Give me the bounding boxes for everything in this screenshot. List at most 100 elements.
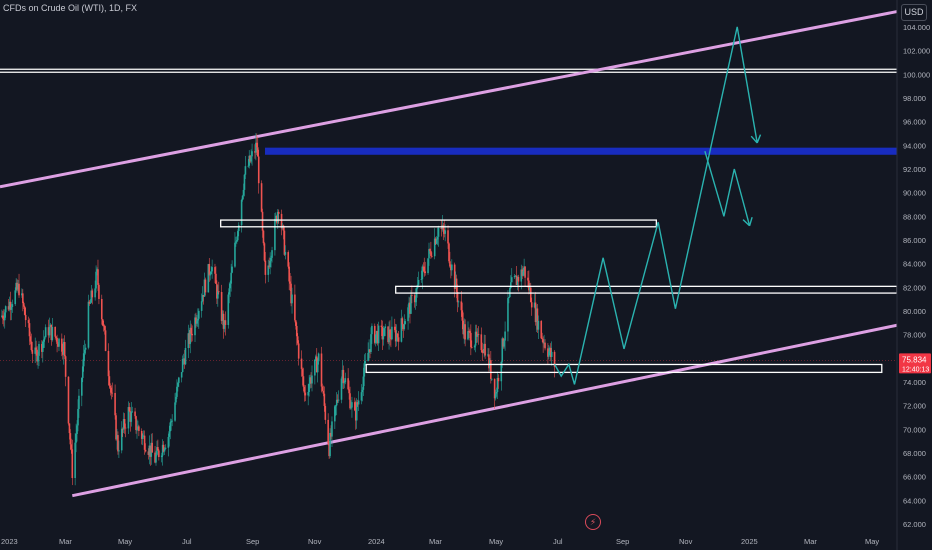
candle-body — [200, 301, 203, 311]
candle-body — [57, 343, 59, 347]
candle-body — [550, 351, 553, 357]
candle-body — [369, 349, 371, 352]
candle-body — [90, 290, 93, 303]
y-tick-label: 62.000 — [903, 520, 926, 529]
candle-body — [451, 264, 453, 271]
candle-body — [481, 350, 484, 353]
candle-body — [236, 240, 238, 242]
candle-body — [31, 350, 34, 354]
candle-body — [103, 325, 106, 331]
candle-body — [43, 337, 46, 340]
candle-body — [234, 242, 236, 267]
candle-body — [484, 343, 486, 356]
candle-body — [276, 211, 279, 223]
y-tick-label: 78.000 — [903, 331, 926, 340]
candle-body — [495, 392, 498, 394]
candle-body — [255, 142, 257, 153]
candle-body — [170, 421, 173, 423]
candle-body — [94, 288, 96, 298]
candle-body — [321, 386, 324, 391]
candle-body — [114, 393, 116, 416]
candle-body — [411, 295, 413, 296]
candle-body — [375, 330, 378, 335]
candle-body — [528, 280, 530, 291]
candle-body — [457, 301, 460, 303]
candle-body — [160, 455, 163, 458]
candle-body — [370, 334, 372, 352]
candle-body — [540, 320, 543, 339]
candle-body — [510, 277, 513, 283]
candle-body — [537, 320, 540, 330]
y-tick-label: 102.000 — [903, 47, 930, 56]
candle-body — [524, 266, 526, 278]
candle-body — [30, 341, 33, 351]
currency-button[interactable]: USD — [901, 4, 927, 21]
candle-body — [54, 326, 56, 337]
candle-body — [102, 325, 105, 327]
candle-body — [241, 195, 244, 200]
candle-body — [49, 324, 52, 327]
x-tick-label: 2025 — [741, 537, 758, 546]
candle-body — [229, 283, 231, 289]
candle-body — [98, 284, 100, 299]
candle-body — [7, 306, 10, 310]
candle-body — [337, 399, 340, 401]
candle-body — [23, 306, 26, 315]
y-tick-label: 66.000 — [903, 473, 926, 482]
x-tick-label: Mar — [804, 537, 817, 546]
candle-body — [302, 376, 305, 387]
candle-body — [347, 378, 349, 390]
candle-body — [4, 306, 7, 313]
candle-body — [309, 377, 311, 384]
candle-body — [217, 291, 220, 293]
candle-body — [549, 347, 552, 357]
channel-lower-line — [71, 323, 898, 498]
candle-body — [501, 338, 504, 362]
x-tick-label: Sep — [616, 537, 629, 546]
y-tick-label: 70.000 — [903, 425, 926, 434]
candle-body — [47, 327, 50, 336]
candle-body — [88, 301, 91, 304]
candle-body — [424, 271, 426, 274]
candle-body — [183, 358, 186, 365]
candle-body — [514, 275, 517, 277]
candle-body — [343, 382, 346, 384]
candle-body — [81, 366, 84, 378]
candle-body — [435, 239, 438, 244]
candle-body — [24, 314, 27, 321]
candle-body — [542, 339, 544, 344]
candle-body — [401, 318, 404, 325]
candle-body — [189, 327, 192, 344]
candle-body — [118, 450, 120, 452]
candle-body — [357, 400, 360, 405]
candle-body — [22, 293, 24, 304]
candle-body — [468, 331, 470, 332]
candle-body — [373, 325, 376, 343]
candle-body — [128, 407, 131, 412]
candle-body — [516, 276, 519, 285]
candle-body — [363, 363, 366, 377]
level-box — [365, 363, 883, 374]
candle-body — [413, 295, 416, 303]
candle-body — [407, 307, 409, 322]
candle-body — [216, 283, 218, 299]
candle-body — [169, 422, 172, 432]
candle-body — [130, 411, 133, 422]
candle-body — [320, 353, 323, 387]
candle-body — [154, 452, 156, 463]
candle-body — [356, 402, 359, 405]
candle-body — [396, 333, 399, 338]
candle-body — [349, 393, 351, 409]
candle-body — [482, 352, 485, 354]
candle-body — [175, 396, 177, 403]
candle-body — [544, 342, 546, 349]
price-axis-panel — [897, 0, 932, 550]
candle-body — [317, 353, 320, 362]
candle-body — [500, 361, 503, 382]
candle-body — [18, 283, 20, 296]
lightning-icon[interactable]: ⚡ — [585, 514, 601, 530]
symbol-title[interactable]: CFDs on Crude Oil (WTI), 1D, FX — [3, 3, 138, 13]
candle-body — [163, 448, 166, 452]
